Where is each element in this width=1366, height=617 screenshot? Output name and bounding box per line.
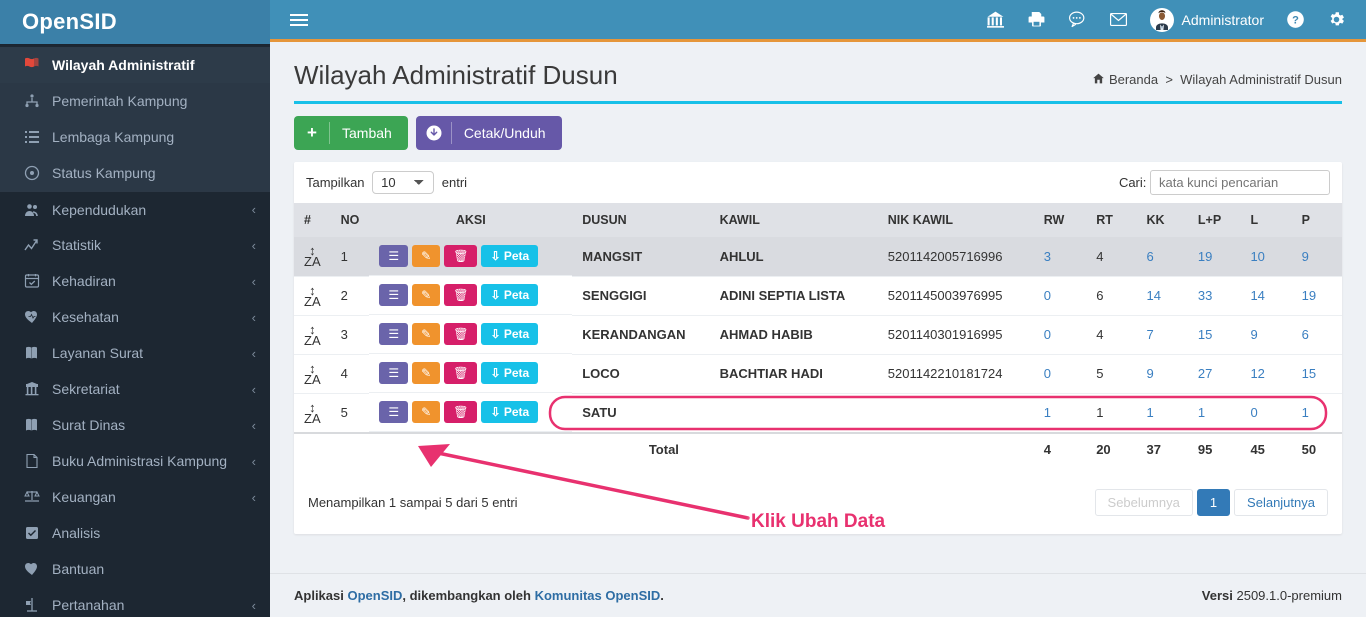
svg-text:?: ? <box>1292 14 1299 26</box>
